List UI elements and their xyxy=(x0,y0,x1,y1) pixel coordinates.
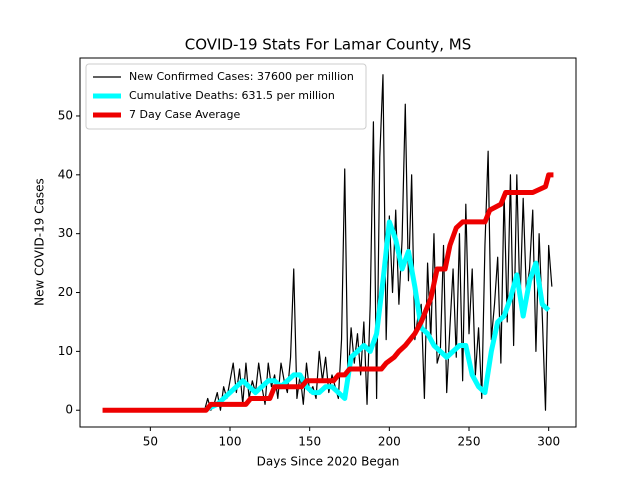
x-tick-label: 300 xyxy=(537,435,560,449)
x-tick-label: 50 xyxy=(143,435,158,449)
legend-label: New Confirmed Cases: 37600 per million xyxy=(129,70,354,83)
chart-title: COVID-19 Stats For Lamar County, MS xyxy=(185,36,472,54)
y-tick-label: 0 xyxy=(65,403,73,417)
x-tick-label: 150 xyxy=(298,435,321,449)
series-line xyxy=(203,219,551,413)
legend-label: Cumulative Deaths: 631.5 per million xyxy=(129,89,335,102)
x-tick-label: 250 xyxy=(458,435,481,449)
y-tick-label: 20 xyxy=(58,285,73,299)
y-tick-label: 10 xyxy=(58,344,73,358)
legend-box xyxy=(85,63,367,130)
legend-label: 7 Day Case Average xyxy=(129,108,241,121)
y-tick-label: 50 xyxy=(58,108,73,122)
x-axis-label: Days Since 2020 Began xyxy=(257,455,400,469)
y-tick-label: 40 xyxy=(58,167,73,181)
series-line xyxy=(203,74,553,411)
x-tick-label: 100 xyxy=(219,435,242,449)
series-line xyxy=(102,172,554,413)
y-tick-label: 30 xyxy=(58,226,73,240)
plot-frame xyxy=(79,57,577,428)
x-tick-label: 200 xyxy=(378,435,401,449)
y-axis-label: New COVID-19 Cases xyxy=(33,178,47,306)
